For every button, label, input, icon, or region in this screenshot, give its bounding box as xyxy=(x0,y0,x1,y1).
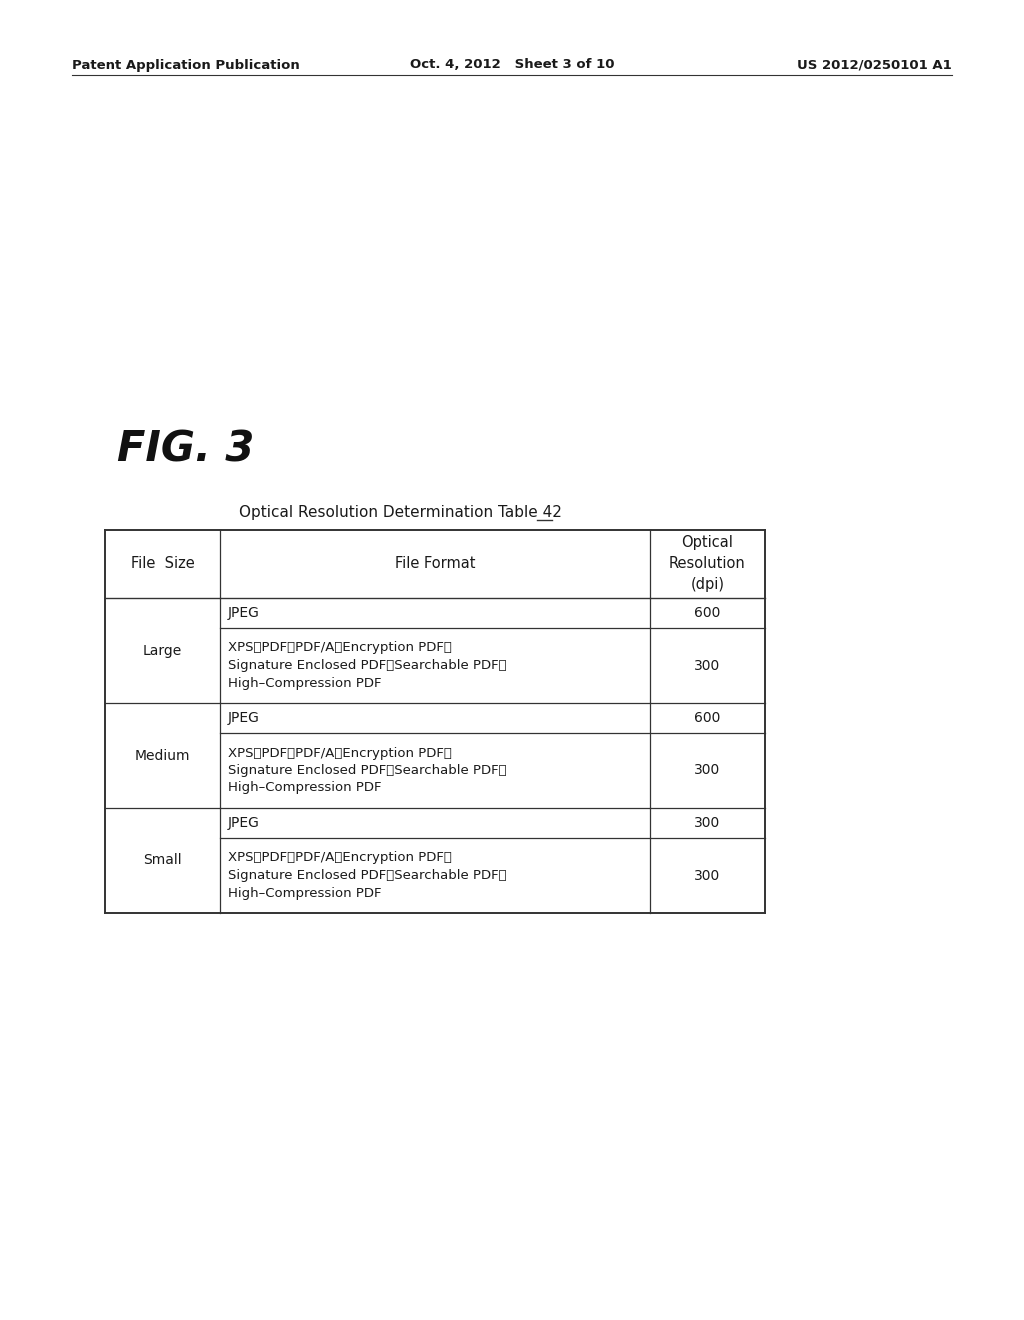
Text: 300: 300 xyxy=(694,869,721,883)
Text: File  Size: File Size xyxy=(131,557,195,572)
Text: Large: Large xyxy=(143,644,182,657)
Text: Small: Small xyxy=(143,854,182,867)
Text: XPS、PDF、PDF/A、Encryption PDF、
Signature Enclosed PDF、Searchable PDF、
High–Compre: XPS、PDF、PDF/A、Encryption PDF、 Signature … xyxy=(228,642,507,689)
Text: Patent Application Publication: Patent Application Publication xyxy=(72,58,300,71)
Text: Oct. 4, 2012   Sheet 3 of 10: Oct. 4, 2012 Sheet 3 of 10 xyxy=(410,58,614,71)
Text: XPS、PDF、PDF/A、Encryption PDF、
Signature Enclosed PDF、Searchable PDF、
High–Compre: XPS、PDF、PDF/A、Encryption PDF、 Signature … xyxy=(228,747,507,795)
Text: XPS、PDF、PDF/A、Encryption PDF、
Signature Enclosed PDF、Searchable PDF、
High–Compre: XPS、PDF、PDF/A、Encryption PDF、 Signature … xyxy=(228,851,507,899)
Text: FIG. 3: FIG. 3 xyxy=(117,429,254,471)
Text: 600: 600 xyxy=(694,606,721,620)
Text: 300: 300 xyxy=(694,659,721,672)
Text: 600: 600 xyxy=(694,711,721,725)
Text: File Format: File Format xyxy=(394,557,475,572)
Text: 300: 300 xyxy=(694,763,721,777)
Text: Optical
Resolution
(dpi): Optical Resolution (dpi) xyxy=(669,536,745,593)
Text: US 2012/0250101 A1: US 2012/0250101 A1 xyxy=(798,58,952,71)
Text: JPEG: JPEG xyxy=(228,816,260,830)
Text: JPEG: JPEG xyxy=(228,711,260,725)
Text: Medium: Medium xyxy=(135,748,190,763)
Text: JPEG: JPEG xyxy=(228,606,260,620)
Text: 300: 300 xyxy=(694,816,721,830)
Text: Optical Resolution Determination Table 42: Optical Resolution Determination Table 4… xyxy=(239,504,561,520)
